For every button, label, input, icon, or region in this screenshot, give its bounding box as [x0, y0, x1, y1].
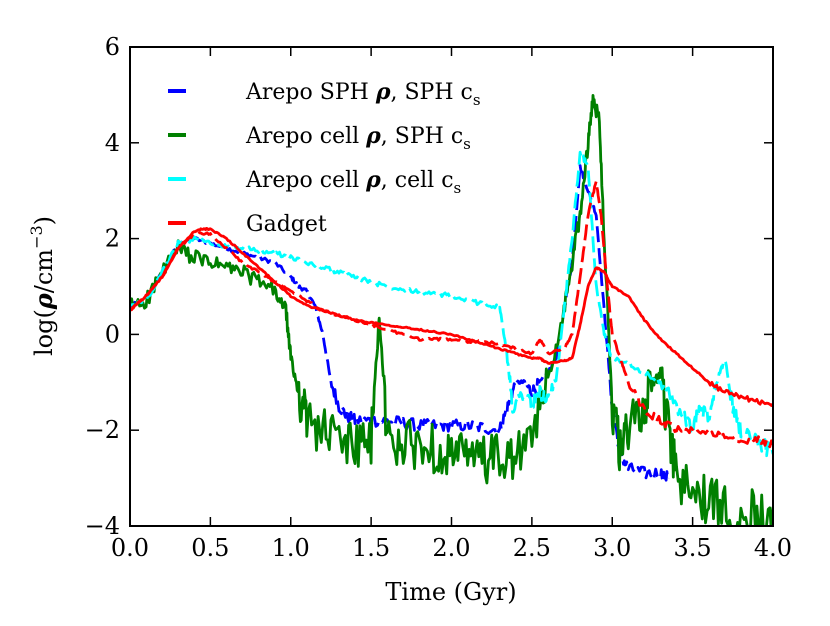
- legend-label: Arepo cell ρ, SPH cs: [245, 123, 471, 153]
- series-line-4: [130, 226, 773, 407]
- y-axis-label: log(ρ/cm−3): [27, 216, 58, 356]
- y-tick-label: −4: [85, 512, 120, 540]
- legend-label: Arepo SPH ρ, SPH cs: [245, 79, 481, 109]
- y-tick-label: 2: [105, 225, 120, 253]
- tick-layer: 0.0 0.5 1.0 1.5 2.0 2.5 3.0 3.5 4.0 −4 −2 0 2 4 6: [85, 33, 792, 562]
- y-tick-label: −2: [85, 416, 120, 444]
- y-tick-label: 4: [105, 129, 120, 157]
- x-tick-label: 3.0: [593, 534, 631, 562]
- x-tick-label: 2.5: [513, 534, 551, 562]
- legend-label: Gadget: [246, 212, 327, 237]
- legend-label: Arepo cell ρ, cell cs: [245, 167, 461, 197]
- series-layer: [130, 94, 773, 526]
- x-tick-label: 0.0: [111, 534, 149, 562]
- x-tick-label: 0.5: [191, 534, 229, 562]
- series-line-3: [130, 180, 773, 449]
- x-tick-label: 4.0: [754, 534, 792, 562]
- x-axis-label: Time (Gyr): [385, 578, 516, 606]
- y-tick-label: 6: [105, 33, 120, 61]
- x-tick-label: 3.5: [674, 534, 712, 562]
- x-tick-label: 1.5: [352, 534, 390, 562]
- x-tick-label: 2.0: [432, 534, 470, 562]
- y-tick-label: 0: [105, 320, 120, 348]
- series-line-1: [130, 94, 773, 526]
- legend: Arepo SPH ρ, SPH cs Arepo cell ρ, SPH cs A…: [168, 79, 481, 237]
- x-tick-label: 1.0: [272, 534, 310, 562]
- series-line-2: [130, 150, 773, 458]
